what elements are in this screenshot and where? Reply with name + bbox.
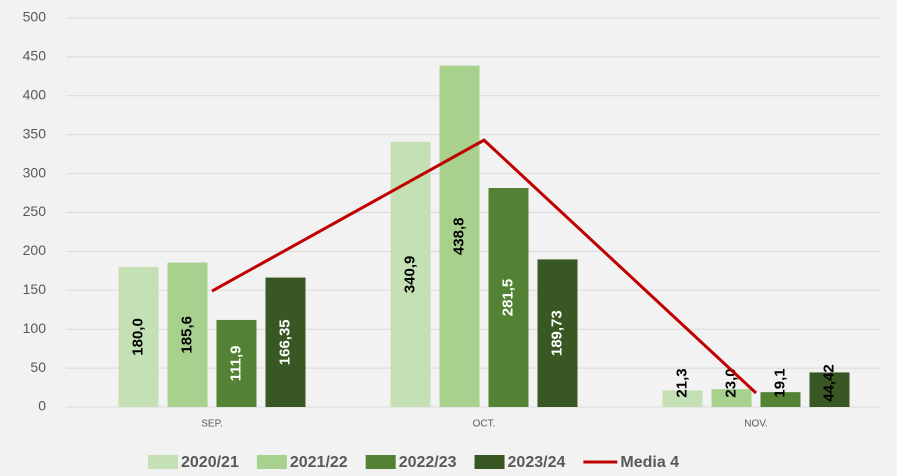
legend-swatch — [365, 455, 396, 469]
y-tick-label: 500 — [23, 9, 47, 25]
legend-label: 2022/23 — [399, 454, 457, 471]
bar — [439, 65, 480, 408]
bar — [662, 390, 703, 407]
y-tick-label: 250 — [23, 203, 47, 219]
data-label: 111,9 — [227, 346, 244, 382]
data-label: 21,3 — [673, 368, 690, 397]
y-tick-label: 50 — [30, 359, 46, 375]
y-tick-label: 0 — [38, 398, 46, 414]
x-tick-label: OCT. — [473, 419, 496, 430]
y-tick-label: 300 — [23, 164, 47, 180]
data-label: 23,0 — [722, 368, 739, 397]
x-tick-label: SEP. — [201, 419, 223, 430]
bar — [118, 266, 159, 407]
legend-label: 2023/24 — [508, 454, 566, 471]
legend-swatch — [474, 455, 505, 469]
legend-swatch — [256, 455, 287, 469]
bar — [488, 187, 529, 407]
data-label: 281,5 — [499, 279, 516, 317]
bar — [711, 389, 752, 407]
y-tick-label: 450 — [23, 48, 47, 64]
data-label: 340,9 — [401, 256, 418, 294]
data-label: 189,73 — [548, 310, 565, 356]
y-tick-label: 100 — [23, 320, 47, 336]
legend-label: 2021/22 — [290, 454, 348, 471]
bar — [760, 392, 801, 407]
data-label: 19,1 — [771, 368, 788, 397]
line-series — [211, 138, 758, 395]
y-tick-label: 400 — [23, 87, 47, 103]
bar — [390, 141, 431, 408]
y-tick-label: 150 — [23, 281, 47, 297]
bar — [216, 319, 257, 407]
bar — [265, 277, 306, 407]
legend-swatch — [148, 455, 178, 469]
data-label: 180,0 — [129, 318, 146, 356]
data-label: 185,6 — [178, 316, 195, 354]
data-label: 438,8 — [450, 218, 467, 256]
data-label: 166,35 — [276, 319, 293, 365]
legend-label: Media 4 — [620, 454, 679, 471]
data-label: 44,42 — [820, 364, 837, 402]
y-tick-label: 200 — [23, 242, 47, 258]
y-tick-label: 350 — [23, 125, 47, 141]
bar — [809, 372, 850, 407]
legend-label: 2020/21 — [181, 454, 239, 471]
bar — [537, 259, 578, 407]
bar — [167, 262, 208, 407]
x-tick-label: NOV. — [744, 419, 768, 430]
